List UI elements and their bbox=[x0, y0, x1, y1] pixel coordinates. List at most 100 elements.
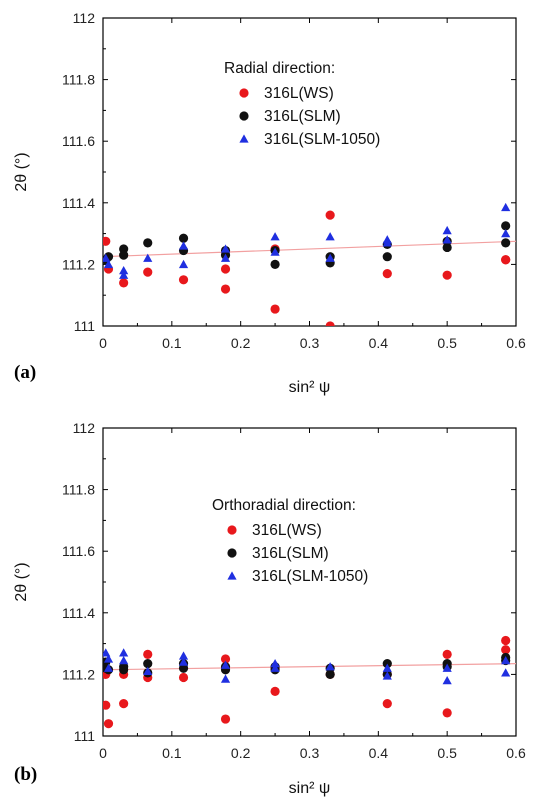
data-point bbox=[119, 699, 129, 709]
data-point bbox=[119, 278, 129, 288]
legend-title: Radial direction: bbox=[224, 60, 335, 77]
data-point bbox=[442, 225, 452, 235]
legend-marker bbox=[239, 88, 249, 98]
data-point bbox=[325, 669, 335, 680]
x-axis-label: sin² ψ bbox=[289, 379, 331, 396]
legend-entry: 316L(WS) bbox=[252, 522, 322, 539]
data-point bbox=[325, 232, 335, 241]
data-point bbox=[442, 242, 452, 253]
data-point bbox=[442, 270, 452, 280]
data-point bbox=[178, 657, 189, 666]
data-point bbox=[382, 699, 392, 709]
data-point bbox=[143, 238, 153, 248]
data-point bbox=[178, 241, 189, 250]
data-point bbox=[119, 270, 129, 279]
data-point bbox=[119, 265, 129, 275]
y-tick-label: 111.4 bbox=[62, 195, 95, 211]
legend-entry: 316L(SLM) bbox=[264, 108, 341, 125]
data-point bbox=[103, 236, 111, 246]
data-point bbox=[178, 672, 189, 683]
chart-panel-2: 111 111.2 111.4 111.6 111.8 112 0 0.1 0.2 0.3 0.4 0… bbox=[13, 420, 526, 797]
data-point bbox=[382, 663, 392, 672]
data-point bbox=[501, 655, 511, 665]
data-point bbox=[119, 655, 129, 665]
data-point bbox=[143, 666, 153, 675]
legend-marker bbox=[239, 134, 249, 143]
data-point bbox=[501, 202, 511, 212]
y-tick-label: 111.6 bbox=[62, 543, 95, 559]
legend-marker bbox=[227, 571, 237, 580]
data-point bbox=[501, 668, 511, 677]
x-axis-label: sin² ψ bbox=[289, 780, 331, 797]
series-3 bbox=[103, 202, 511, 279]
series-2 bbox=[103, 221, 511, 269]
data-point bbox=[143, 649, 153, 659]
data-point bbox=[325, 253, 335, 262]
y-tick-label: 111.8 bbox=[62, 482, 95, 498]
x-tick-label: 0.1 bbox=[162, 335, 182, 351]
data-layer bbox=[103, 635, 517, 729]
data-point bbox=[382, 659, 392, 669]
linear-fit-line bbox=[103, 240, 517, 258]
data-point bbox=[178, 259, 189, 269]
x-tick-label: 0.6 bbox=[506, 745, 526, 761]
x-tick-label: 0.6 bbox=[506, 335, 526, 351]
data-point bbox=[103, 654, 114, 663]
legend-marker bbox=[227, 525, 237, 535]
legend-entry: 316L(WS) bbox=[264, 85, 334, 102]
legend-title: Orthoradial direction: bbox=[212, 497, 356, 514]
data-point bbox=[442, 708, 452, 718]
data-point bbox=[143, 253, 153, 262]
data-point bbox=[501, 645, 511, 655]
data-point bbox=[325, 210, 335, 220]
y-tick-label: 111 bbox=[74, 728, 95, 744]
data-point bbox=[178, 651, 189, 660]
data-point bbox=[442, 235, 452, 244]
data-point bbox=[270, 663, 280, 672]
panel-label: (a) bbox=[14, 362, 36, 383]
data-point bbox=[501, 255, 511, 265]
data-point bbox=[442, 663, 452, 672]
data-point bbox=[178, 275, 189, 285]
data-point bbox=[382, 252, 392, 262]
data-point bbox=[382, 671, 392, 680]
data-point bbox=[220, 714, 231, 724]
y-tick-label: 111 bbox=[74, 318, 95, 334]
data-point bbox=[382, 238, 392, 247]
y-tick-label: 111.6 bbox=[62, 133, 95, 149]
data-point bbox=[178, 663, 189, 673]
data-point bbox=[501, 221, 511, 231]
data-point bbox=[103, 719, 114, 729]
y-tick-label: 111.2 bbox=[62, 666, 95, 682]
legend-marker bbox=[239, 111, 249, 121]
x-tick-label: 0.1 bbox=[162, 745, 182, 761]
x-tick-label: 0.3 bbox=[300, 745, 320, 761]
data-point bbox=[103, 259, 114, 269]
legend-entry: 316L(SLM-1050) bbox=[264, 131, 380, 148]
x-tick-label: 0 bbox=[99, 745, 107, 761]
x-tick-label: 0.5 bbox=[437, 745, 457, 761]
data-point bbox=[103, 663, 114, 672]
data-point bbox=[442, 675, 452, 685]
linear-fit-line bbox=[103, 663, 517, 671]
legend: Orthoradial direction: 316L(WS) 316L(SLM) 3… bbox=[212, 497, 368, 585]
data-point bbox=[220, 253, 231, 262]
y-axis-label: 2θ (°) bbox=[13, 562, 30, 601]
data-point bbox=[270, 259, 280, 269]
legend-marker bbox=[227, 548, 237, 558]
x-tick-label: 0.2 bbox=[231, 745, 251, 761]
data-point bbox=[501, 238, 511, 248]
data-point bbox=[143, 267, 153, 277]
data-point bbox=[119, 665, 129, 675]
data-layer bbox=[103, 202, 517, 326]
data-point bbox=[270, 686, 280, 696]
x-tick-label: 0.4 bbox=[369, 335, 389, 351]
data-point bbox=[382, 269, 392, 279]
data-point bbox=[270, 659, 280, 668]
x-tick-label: 0.4 bbox=[369, 745, 389, 761]
data-point bbox=[325, 321, 335, 326]
data-point bbox=[501, 635, 511, 646]
y-tick-label: 111.2 bbox=[62, 256, 95, 272]
legend-entry: 316L(SLM-1050) bbox=[252, 568, 368, 585]
y-axis-label: 2θ (°) bbox=[13, 152, 30, 191]
